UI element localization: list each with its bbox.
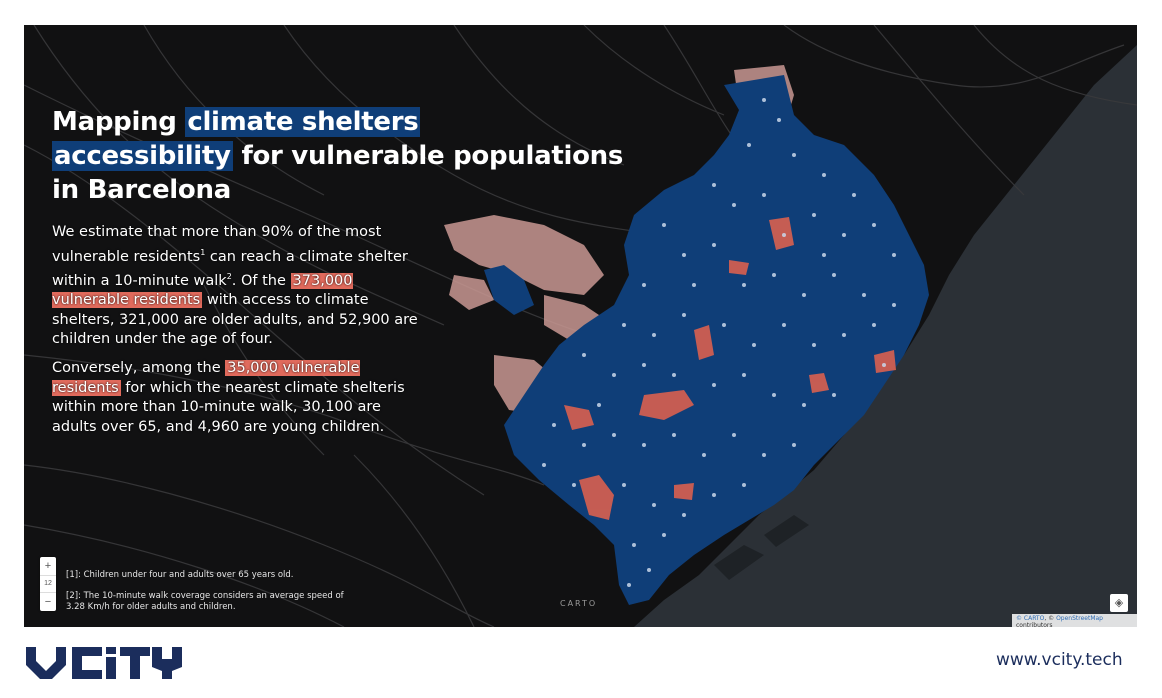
paragraph-text: for which the nearest climate shelteris … (52, 379, 405, 435)
title-text: in Barcelona (52, 175, 231, 205)
contrast-paragraph: Conversely, among the 35,000 vulnerable … (52, 359, 427, 437)
footnote-ref: 2 (226, 271, 232, 281)
covered-area-west (484, 265, 534, 315)
vcity-logo (26, 647, 182, 679)
sea-area (634, 45, 1137, 627)
carto-link[interactable]: © CARTO (1016, 615, 1045, 622)
attribution-text: , © (1044, 615, 1057, 622)
title-highlight: accessibility (52, 141, 233, 171)
map-panel[interactable]: Mapping climate shelters accessibility f… (24, 25, 1137, 627)
zoom-out-button[interactable]: − (44, 596, 52, 608)
summary-paragraph: We estimate that more than 90% of the mo… (52, 223, 427, 350)
osm-link[interactable]: OpenStreetMap (1056, 615, 1103, 622)
climate-shelter-points (542, 98, 896, 587)
zoom-control: + 12 − (40, 557, 56, 611)
footnote-ref: 1 (200, 247, 206, 257)
page-title: Mapping climate shelters accessibility f… (52, 105, 632, 207)
map-attribution: © CARTO, © OpenStreetMap contributors (1012, 614, 1137, 627)
paragraph-text: . Of the (231, 272, 291, 289)
footnote-1: [1]: Children under four and adults over… (66, 570, 294, 580)
map-canvas[interactable] (24, 25, 1137, 627)
carto-watermark: CARTO (560, 599, 598, 608)
paragraph-text: We estimate that more than 90% of the mo… (52, 224, 382, 265)
port-piers (714, 515, 809, 580)
zoom-in-button[interactable]: + (44, 560, 52, 572)
zoom-level: 12 (40, 575, 56, 593)
uncovered-dense-areas (564, 217, 896, 520)
layers-button[interactable]: ◈ (1110, 594, 1128, 612)
paragraph-text: can reach a climate shelter within a 10-… (52, 248, 408, 289)
title-text: Mapping (52, 107, 186, 137)
website-url[interactable]: www.vcity.tech (996, 650, 1123, 670)
title-text: for vulnerable populations (232, 141, 624, 171)
paragraph-text: Conversely, among the (52, 360, 226, 376)
title-highlight: climate shelters (185, 107, 421, 137)
covered-area (504, 75, 929, 605)
attribution-text: contributors (1016, 622, 1053, 627)
paragraph-text: with access to climate shelters, 321,000… (52, 292, 418, 348)
footnote-2: [2]: The 10-minute walk coverage conside… (66, 591, 344, 612)
layers-icon: ◈ (1114, 597, 1124, 609)
